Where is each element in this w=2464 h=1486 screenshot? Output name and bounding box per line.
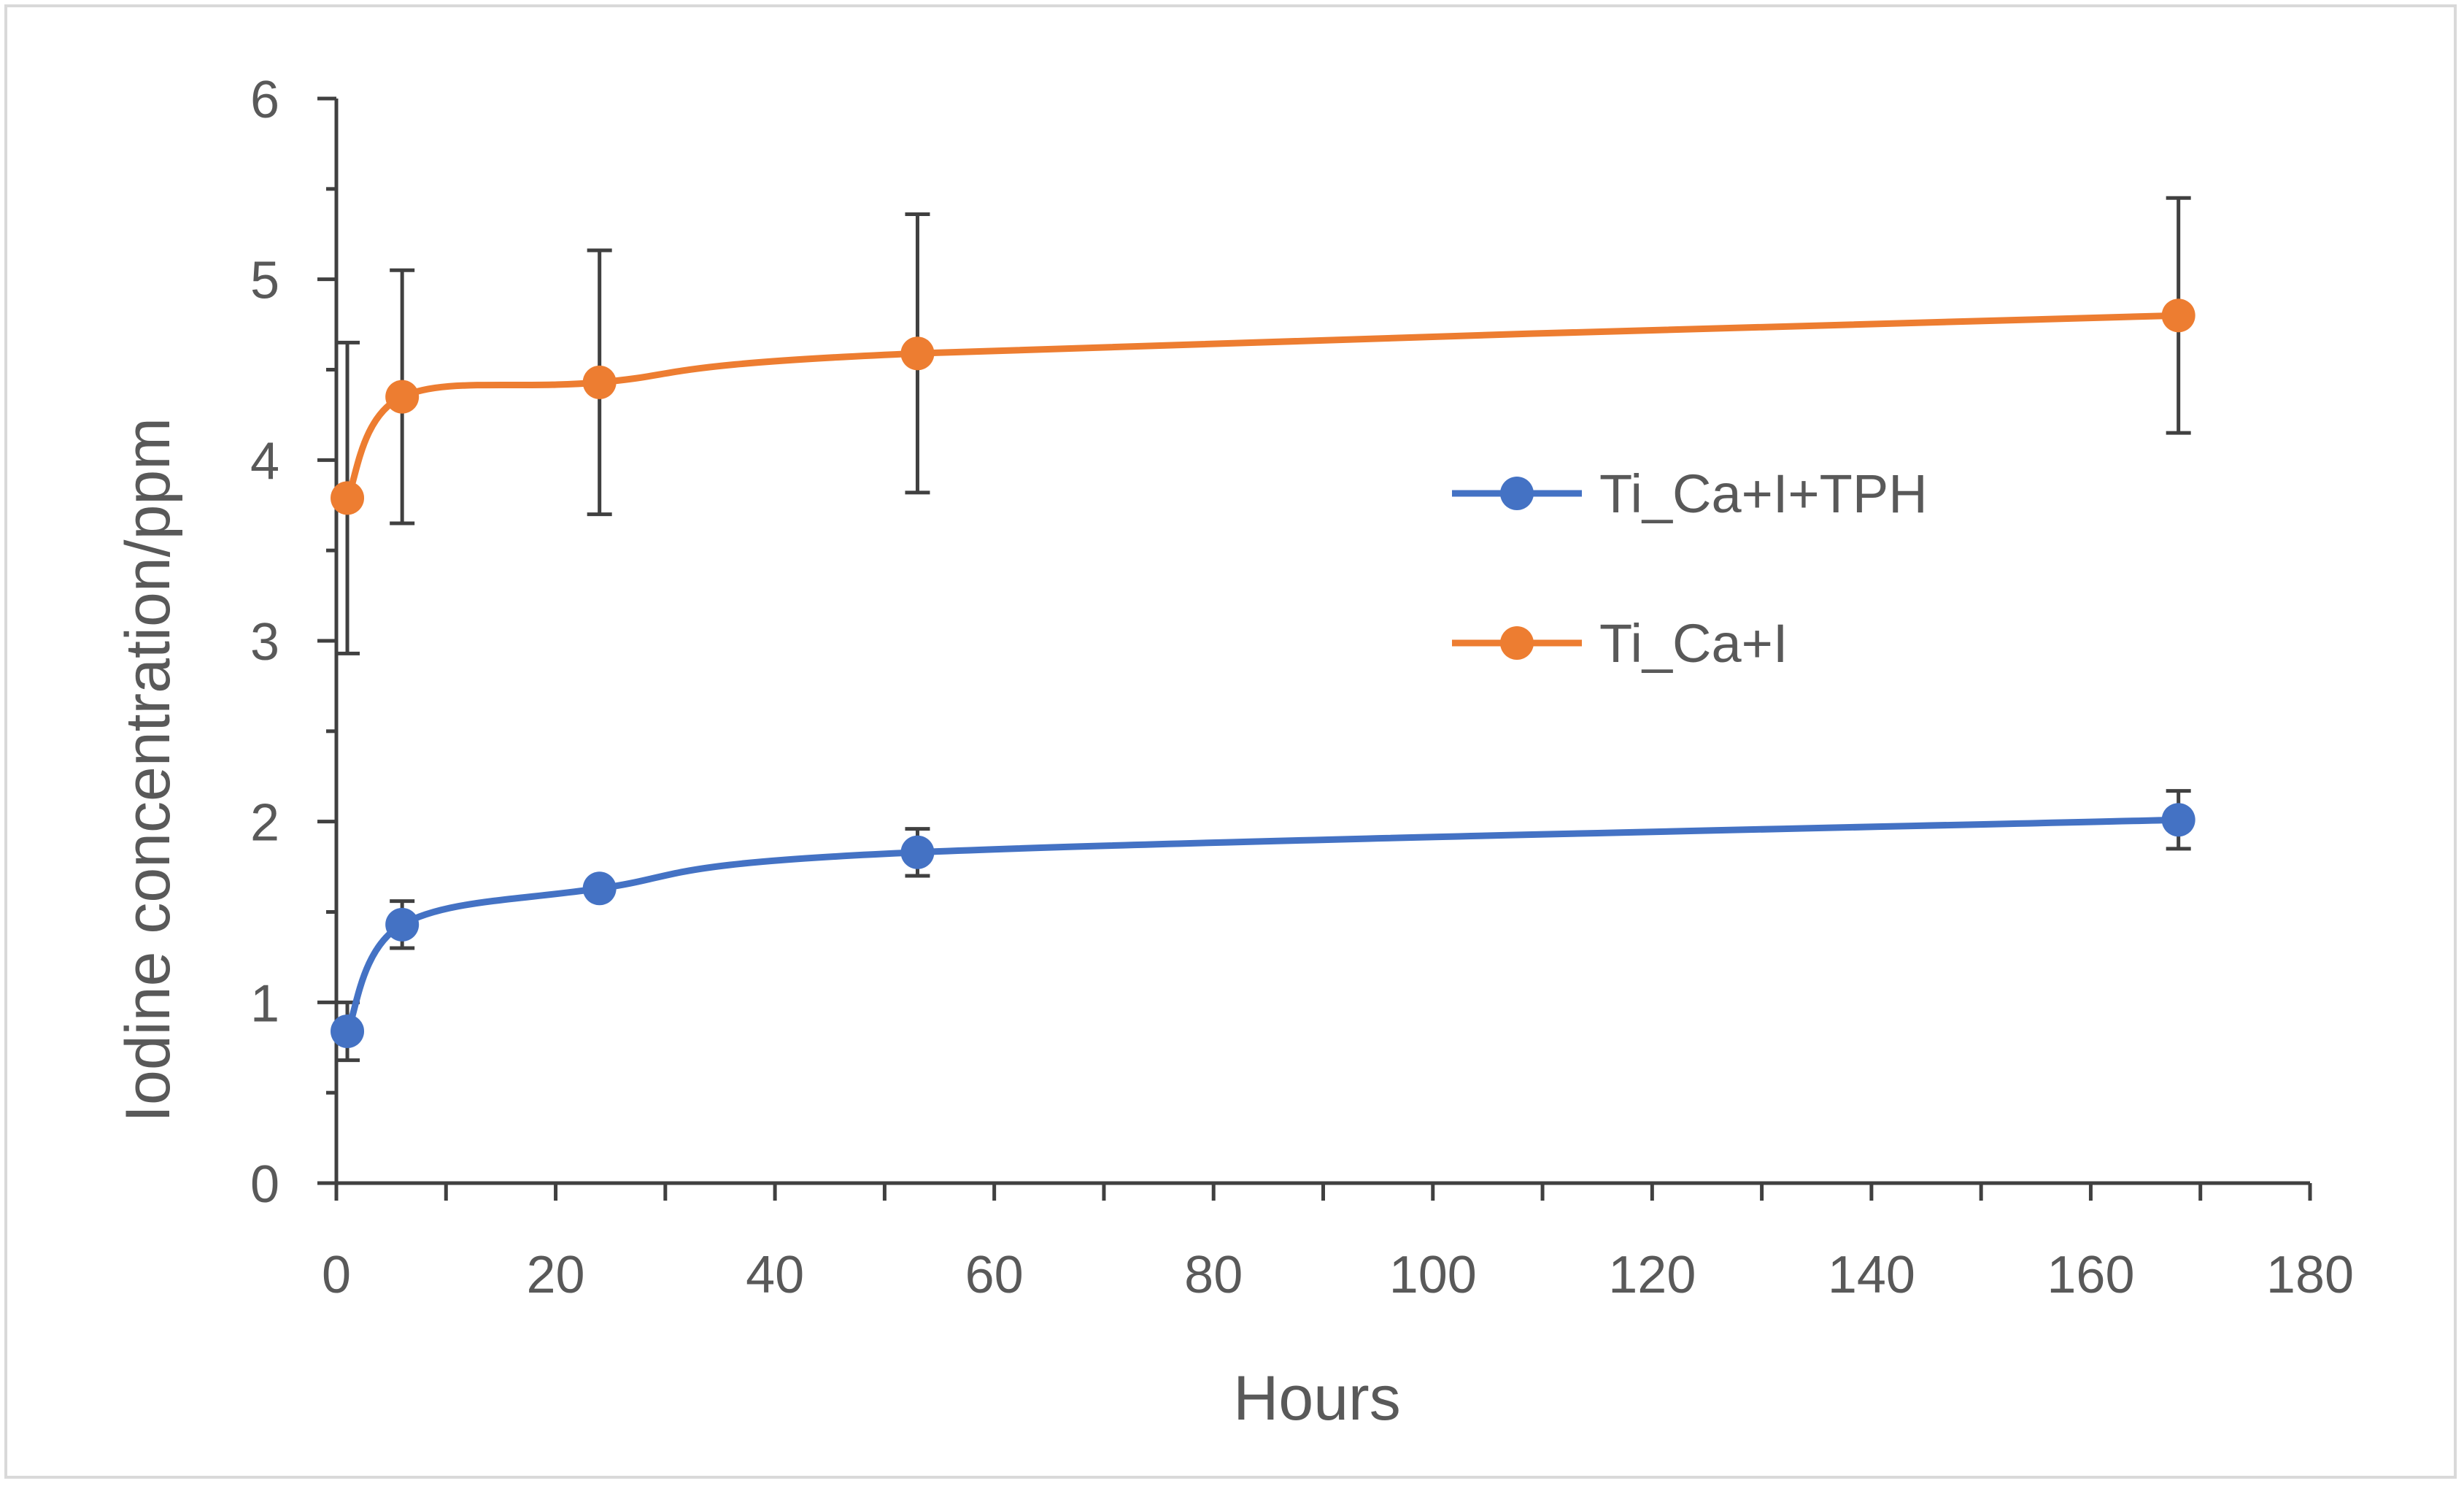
error-bars xyxy=(335,196,2191,1063)
x-tick-label: 80 xyxy=(1184,1246,1243,1304)
legend-marker-0 xyxy=(1500,477,1534,510)
data-point xyxy=(2161,299,2195,333)
y-tick-label: 2 xyxy=(250,794,279,852)
data-point xyxy=(900,835,935,869)
y-tick-label: 1 xyxy=(250,974,279,1033)
data-point xyxy=(2161,803,2195,837)
data-point xyxy=(385,380,420,414)
x-tick-label: 0 xyxy=(322,1246,351,1304)
x-tick-label: 20 xyxy=(527,1246,585,1304)
legend-label-1: Ti_Ca+I xyxy=(1599,613,1788,674)
y-tick-label: 3 xyxy=(250,613,279,671)
x-axis-title: Hours xyxy=(1233,1363,1400,1433)
series-line-0 xyxy=(344,816,2179,1033)
x-tick-label: 140 xyxy=(1828,1246,1915,1304)
series xyxy=(331,299,2195,1048)
legend-item-1: Ti_Ca+I xyxy=(1452,613,1788,674)
x-tick-label: 120 xyxy=(1608,1246,1696,1304)
legend-marker-1 xyxy=(1500,626,1534,660)
data-point xyxy=(331,481,365,515)
series-0 xyxy=(331,803,2195,1048)
y-tick-label: 5 xyxy=(250,252,279,310)
data-point xyxy=(582,871,617,906)
y-axis-title: Iodine concentration/ppm xyxy=(113,417,183,1123)
legend-label-0: Ti_Ca+I+TPH xyxy=(1599,463,1928,524)
x-tick-label: 40 xyxy=(746,1246,804,1304)
chart-frame xyxy=(4,4,2457,1479)
axes: 0 20 40 60 80 100 120 140 160 180 0 1 2 3 4 5 6 xyxy=(250,71,2354,1304)
data-point xyxy=(900,336,935,371)
x-tick-label: 160 xyxy=(2047,1246,2134,1304)
x-tick-label: 180 xyxy=(2266,1246,2354,1304)
y-tick-label: 4 xyxy=(250,432,279,490)
data-point xyxy=(582,365,617,399)
series-1 xyxy=(331,299,2195,515)
legend: Ti_Ca+I+TPH Ti_Ca+I xyxy=(1452,463,1928,674)
legend-item-0: Ti_Ca+I+TPH xyxy=(1452,463,1928,524)
data-point xyxy=(331,1014,365,1048)
x-tick-label: 60 xyxy=(965,1246,1024,1304)
y-tick-label: 6 xyxy=(250,71,279,129)
x-tick-label: 100 xyxy=(1389,1246,1477,1304)
y-tick-label: 0 xyxy=(250,1155,279,1214)
data-point xyxy=(385,907,420,942)
